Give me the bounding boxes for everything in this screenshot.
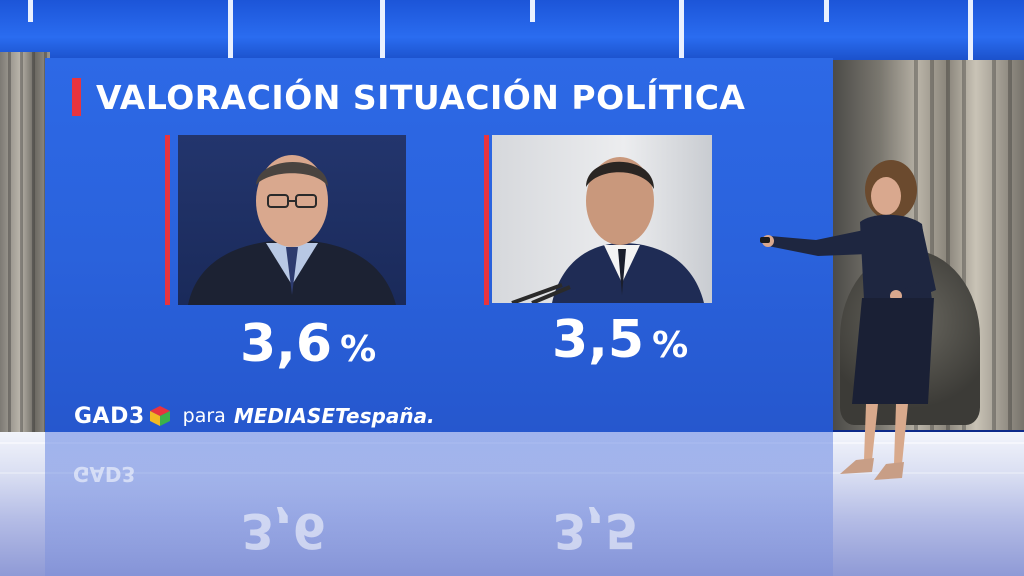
percent-value: 3,6: [240, 314, 333, 374]
candidate-photo-2: [492, 135, 712, 303]
led-divider: [28, 0, 33, 22]
led-divider: [530, 0, 535, 22]
candidate-2-percent: 3,5%: [552, 312, 688, 368]
portrait-illustration: [511, 157, 704, 303]
portrait-illustration: [188, 155, 396, 305]
percent-value: 3,5: [552, 310, 645, 370]
studio-top-led-band: [0, 0, 1024, 62]
candidate-1-percent: 3,6%: [240, 316, 376, 372]
reflection-percent-1: 3,6: [241, 502, 327, 558]
led-divider: [679, 0, 684, 62]
candidate-photo-1: [178, 135, 406, 305]
presenter-figure: [760, 160, 936, 480]
led-divider: [380, 0, 385, 62]
led-divider: [968, 0, 973, 62]
gad3-cube-icon: [149, 406, 170, 426]
mediaset-logo-text: MEDIASETespaña.: [233, 404, 435, 428]
floor-reflection: GAD3 3,6 3,5: [45, 432, 833, 576]
led-divider: [824, 0, 829, 22]
source-credit: GAD3 para MEDIASETespaña.: [74, 400, 435, 432]
source-connector: para: [182, 405, 226, 427]
reflection-percent-2: 3,5: [553, 502, 639, 558]
gad3-logo-text: GAD3: [74, 403, 145, 429]
studio-column-left: [0, 52, 50, 452]
photo-accent-bar: [484, 135, 489, 305]
graphic-title: VALORACIÓN SITUACIÓN POLÍTICA: [96, 78, 746, 117]
title-accent-bar: [72, 78, 81, 116]
photo-accent-bar: [165, 135, 170, 305]
led-divider: [228, 0, 233, 62]
percent-sign: %: [340, 329, 377, 370]
percent-sign: %: [652, 325, 689, 366]
reflection-logo: GAD3: [73, 462, 136, 486]
studio-floor: [0, 432, 1024, 576]
